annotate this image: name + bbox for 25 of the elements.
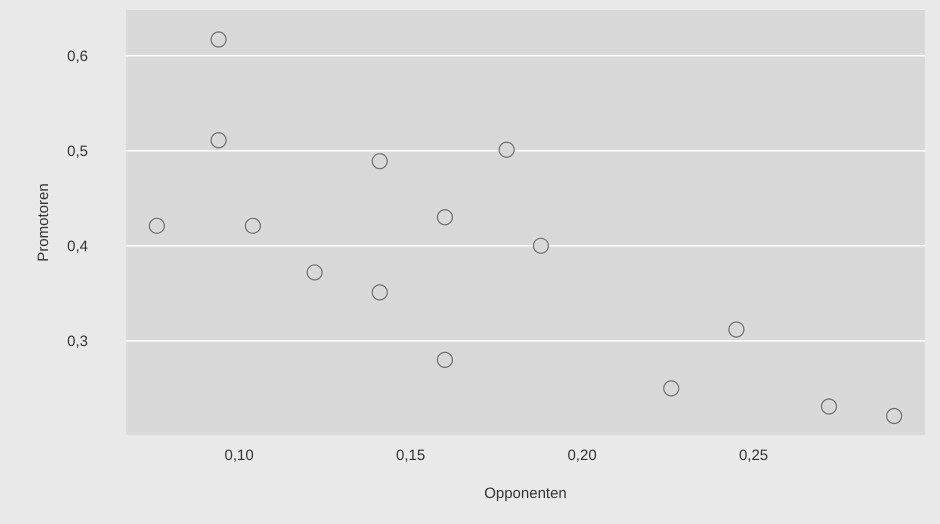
x-tick-label: 0,10 [224,447,254,464]
point [728,321,744,338]
point [148,218,165,234]
x-tick-label: 0,25 [738,447,768,464]
point [210,132,227,148]
point [498,142,515,158]
point [436,352,454,368]
x-tick-label: 0,20 [567,447,597,464]
point [372,153,388,170]
point [436,209,454,226]
point [210,31,227,48]
point [886,408,902,424]
x-axis-title: Opponenten [484,485,567,502]
point [532,238,550,254]
y-tick-label: 0,4 [67,238,88,256]
point [372,284,388,300]
point [244,218,261,234]
point [820,398,838,415]
x-tick-label: 0,15 [396,447,426,464]
y-tick-label: 0,6 [67,48,88,65]
y-axis-title: Promotoren [35,183,52,262]
y-tick-label: 0,5 [67,142,88,160]
point [663,380,680,397]
point [306,264,323,281]
y-tick-label: 0,3 [67,333,88,350]
